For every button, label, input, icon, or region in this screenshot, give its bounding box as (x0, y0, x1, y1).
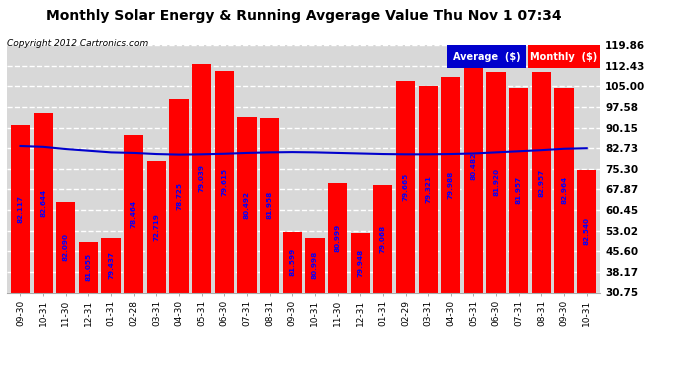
Bar (441, 76, 460, 292)
Bar (56, 201, 75, 292)
Bar (486, 72, 506, 292)
Bar (509, 88, 529, 292)
Bar (555, 88, 573, 292)
Text: 80.482: 80.482 (471, 152, 477, 180)
Text: 79.321: 79.321 (425, 176, 431, 203)
Bar (34, 112, 52, 292)
Text: 82.644: 82.644 (40, 189, 46, 217)
Bar (79, 242, 98, 292)
Text: 78.464: 78.464 (130, 200, 137, 228)
Text: 72.719: 72.719 (153, 213, 159, 241)
Text: 82.117: 82.117 (17, 195, 23, 223)
Bar (419, 86, 437, 292)
Text: 82.540: 82.540 (584, 217, 590, 245)
Text: Monthly  ($): Monthly ($) (531, 52, 598, 62)
Bar (124, 135, 144, 292)
Text: 82.090: 82.090 (63, 233, 69, 261)
Bar (396, 81, 415, 292)
Text: Copyright 2012 Cartronics.com: Copyright 2012 Cartronics.com (7, 39, 148, 48)
Text: Average  ($): Average ($) (453, 52, 521, 62)
Bar (283, 232, 302, 292)
Bar (147, 161, 166, 292)
Text: 80.998: 80.998 (312, 251, 318, 279)
Bar (577, 170, 596, 292)
Text: 82.964: 82.964 (561, 176, 567, 204)
Bar (237, 117, 257, 292)
Text: 79.665: 79.665 (402, 172, 408, 201)
Bar (192, 64, 211, 292)
Text: 80.492: 80.492 (244, 190, 250, 219)
Text: 79.948: 79.948 (357, 249, 363, 277)
Text: 79.615: 79.615 (221, 168, 227, 196)
Bar (11, 125, 30, 292)
Text: 81.055: 81.055 (86, 253, 92, 281)
Bar (170, 99, 188, 292)
Text: 81.920: 81.920 (493, 168, 499, 196)
Bar (351, 234, 370, 292)
Text: 80.999: 80.999 (335, 224, 341, 252)
Bar (101, 238, 121, 292)
Text: 81.599: 81.599 (289, 248, 295, 276)
Text: 82.957: 82.957 (538, 168, 544, 196)
Bar (260, 118, 279, 292)
Text: 81.958: 81.958 (266, 191, 273, 219)
Text: 79.039: 79.039 (199, 164, 205, 192)
Text: 79.988: 79.988 (448, 170, 454, 199)
Bar (328, 183, 347, 292)
Text: 79.437: 79.437 (108, 251, 114, 279)
Text: 79.068: 79.068 (380, 225, 386, 253)
Bar (373, 185, 393, 292)
Bar (305, 238, 324, 292)
Text: 78.725: 78.725 (176, 182, 182, 210)
Text: Monthly Solar Energy & Running Avgerage Value Thu Nov 1 07:34: Monthly Solar Energy & Running Avgerage … (46, 9, 562, 23)
Bar (532, 72, 551, 292)
Text: 81.957: 81.957 (515, 176, 522, 204)
Bar (464, 39, 483, 292)
Bar (215, 71, 234, 292)
